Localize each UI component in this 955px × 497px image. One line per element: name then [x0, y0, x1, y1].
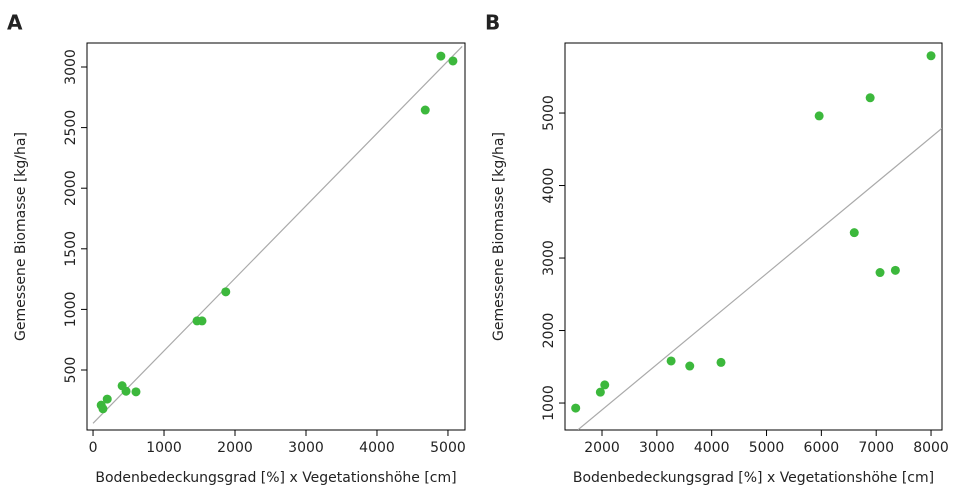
point [448, 56, 458, 66]
point [420, 105, 430, 115]
point [685, 361, 695, 371]
fit-line [92, 45, 463, 424]
point [849, 228, 859, 238]
plot-frame [86, 42, 466, 431]
point [436, 51, 446, 61]
y-tick-label: 1000 [541, 385, 557, 421]
fit-line [577, 127, 942, 430]
panel-label: A [7, 11, 23, 35]
y-tick-label: 5000 [541, 95, 557, 131]
x-axis-label: Bodenbedeckungsgrad [%] x Vegetationshöh… [95, 470, 456, 486]
y-tick-label: 2500 [63, 110, 79, 146]
point [197, 316, 207, 326]
point [221, 287, 231, 297]
point [600, 380, 610, 390]
chart-panel: B 2000 3000 4000 5000 6000 7000 8000 1000 2000 300… [485, 11, 949, 487]
x-tick-label: 0 [89, 440, 98, 456]
y-tick-label: 500 [63, 357, 79, 384]
x-tick-label: 8000 [913, 440, 949, 456]
x-tick-label: 5000 [749, 440, 785, 456]
point [716, 357, 726, 367]
x-tick-label: 4000 [359, 440, 395, 456]
point [875, 268, 885, 278]
y-axis-label: Gemessene Biomasse [kg/ha] [13, 132, 29, 341]
point [890, 265, 900, 275]
chart-panel: A 0 1000 2000 3000 4000 5000 500 1000 1500 2000 250… [7, 11, 466, 487]
x-tick-label: 6000 [804, 440, 840, 456]
x-tick-label: 4000 [694, 440, 730, 456]
x-tick-label: 2000 [584, 440, 620, 456]
y-axis-label: Gemessene Biomasse [kg/ha] [491, 132, 507, 341]
x-axis-label: Bodenbedeckungsgrad [%] x Vegetationshöh… [573, 470, 934, 486]
point [131, 387, 141, 397]
point [814, 111, 824, 121]
y-tick-label: 2000 [63, 170, 79, 206]
panel-label: B [485, 11, 500, 35]
x-tick-label: 1000 [146, 440, 182, 456]
point [865, 93, 875, 103]
point [926, 51, 936, 61]
y-tick-label: 3000 [63, 49, 79, 85]
point [117, 381, 127, 391]
x-tick-label: 2000 [217, 440, 253, 456]
y-tick-label: 1500 [63, 231, 79, 267]
x-tick-label: 3000 [288, 440, 324, 456]
y-tick-label: 4000 [541, 168, 557, 204]
x-tick-label: 5000 [430, 440, 466, 456]
y-tick-label: 1000 [63, 292, 79, 328]
point [98, 404, 108, 414]
y-tick-label: 2000 [541, 313, 557, 349]
point [102, 394, 112, 404]
point [595, 387, 605, 397]
point [571, 403, 581, 413]
y-tick-label: 3000 [541, 240, 557, 276]
x-tick-label: 3000 [639, 440, 675, 456]
x-tick-label: 7000 [858, 440, 894, 456]
plot-frame [564, 42, 943, 431]
point [666, 356, 676, 366]
